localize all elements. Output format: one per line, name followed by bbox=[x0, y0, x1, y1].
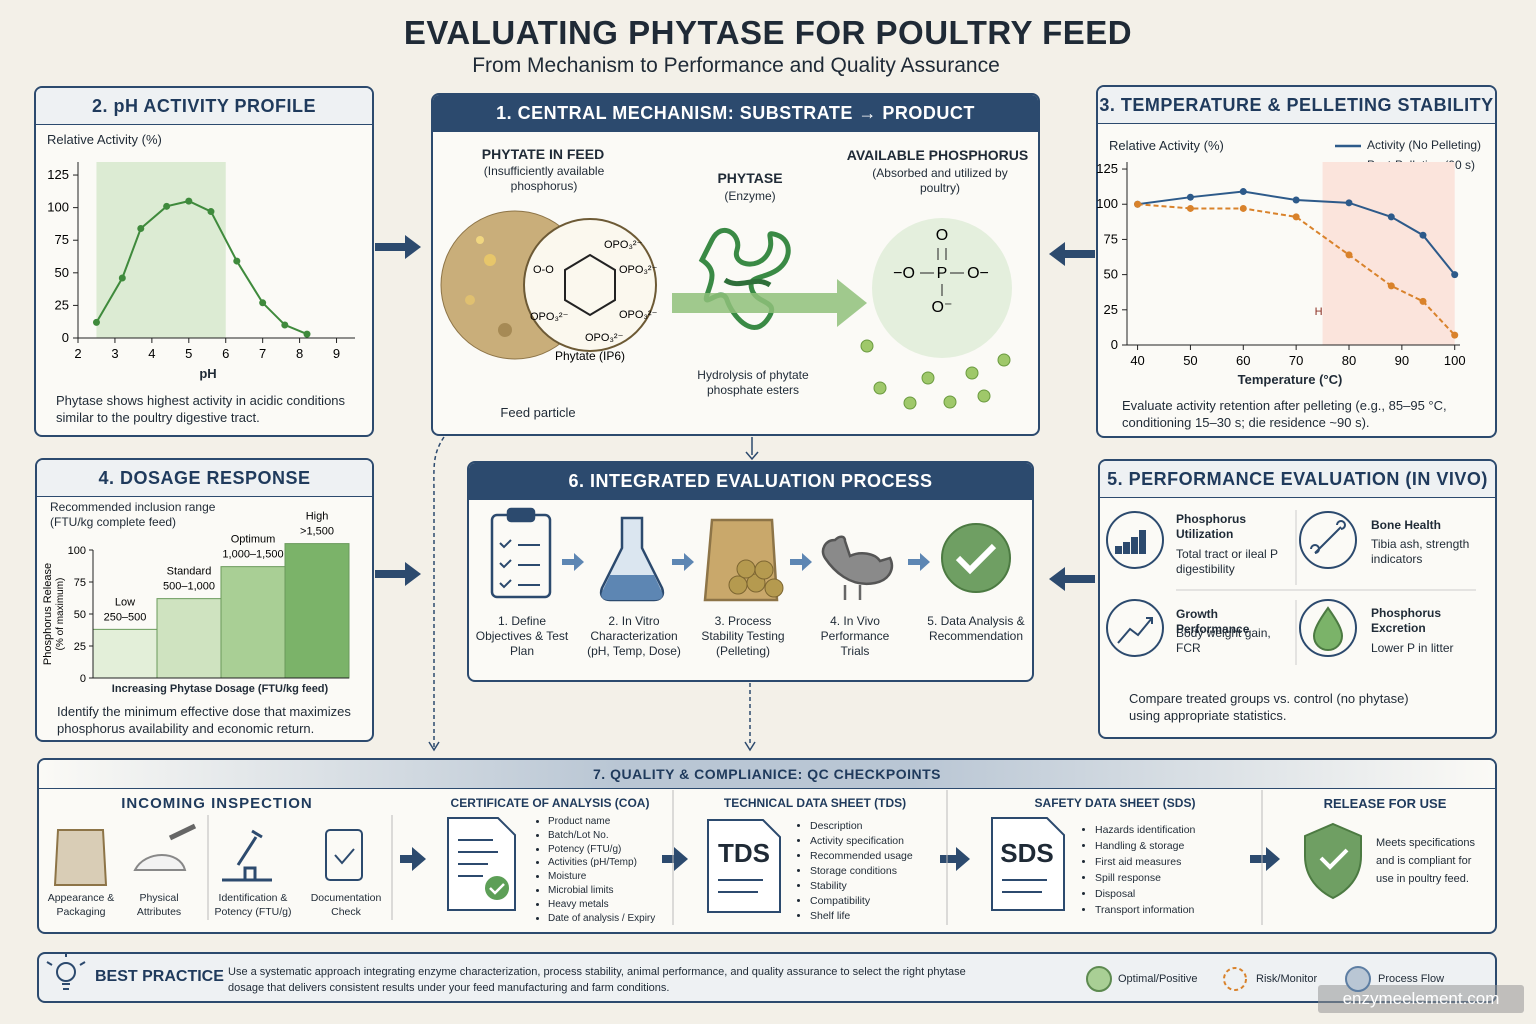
note: Recommended inclusion range (FTU/kg comp… bbox=[50, 500, 216, 529]
step-label: 4. In Vivo Performance Trials bbox=[820, 614, 890, 658]
footer bbox=[37, 952, 1497, 1003]
list-item: Date of analysis / Expiry bbox=[548, 912, 655, 926]
step-label: 3. Process Stability Testing (Pelleting) bbox=[701, 614, 785, 658]
list-item: Shelf life bbox=[810, 909, 913, 924]
heading: 6. INTEGRATED EVALUATION PROCESS bbox=[469, 463, 1032, 500]
x-axis-label: pH bbox=[199, 366, 217, 381]
phytate-note: (Insufficiently available phosphorus) bbox=[483, 164, 605, 193]
section-title: SAFETY DATA SHEET (SDS) bbox=[1034, 796, 1196, 810]
ortho-label: Orthophosphate bbox=[899, 323, 987, 337]
legend-entry: Optimal/Positive bbox=[1118, 973, 1198, 985]
subtitle: From Mechanism to Performance and Qualit… bbox=[472, 54, 1000, 77]
section-title: TECHNICAL DATA SHEET (TDS) bbox=[723, 796, 907, 810]
x-axis-label: Temperature (°C) bbox=[1237, 372, 1343, 387]
legend-entry: Process Flow bbox=[1378, 973, 1445, 985]
title: EVALUATING PHYTASE FOR POULTRY FEED bbox=[403, 14, 1133, 51]
list-item: Moisture bbox=[548, 870, 655, 884]
hydrolysis: Hydrolysis of phytate phosphate esters bbox=[697, 368, 809, 397]
product-note: (Absorbed and utilized by poultry) bbox=[872, 166, 1008, 195]
list-item: Activities (pH/Temp) bbox=[548, 856, 655, 870]
list-item: Activity specification bbox=[810, 834, 913, 849]
caption: Phytase shows highest activity in acidic… bbox=[56, 393, 346, 425]
footer-label: BEST PRACTICE bbox=[95, 968, 224, 985]
item-label: Documentation Check bbox=[310, 892, 382, 918]
band-note: (≥ 75 °C) bbox=[1335, 321, 1385, 335]
item-text: Tibia ash, strength indicators bbox=[1371, 537, 1470, 566]
band-label: OPTIMAL RANGE bbox=[118, 162, 210, 174]
list-item: Hazards identification bbox=[1095, 822, 1195, 838]
phytate-title: PHYTATE IN FEED bbox=[481, 146, 605, 162]
item-title: Bone Health bbox=[1371, 518, 1442, 532]
item-label: Physical Attributes bbox=[136, 892, 182, 918]
heading: 3. TEMPERATURE & PELLETING STABILITY bbox=[1098, 87, 1495, 124]
list-item: Recommended usage bbox=[810, 849, 913, 864]
list: DescriptionActivity specificationRecomme… bbox=[798, 819, 913, 924]
item-title: Phosphorus Utilization bbox=[1176, 512, 1247, 541]
heading: 4. DOSAGE RESPONSE bbox=[37, 460, 372, 497]
list-item: Handling & storage bbox=[1095, 838, 1195, 854]
list-item: Transport information bbox=[1095, 902, 1195, 918]
heading: 7. QUALITY & COMPLIANICE: QC CHECKPOINTS bbox=[39, 760, 1495, 789]
section-title: CERTIFICATE OF ANALYSIS (COA) bbox=[450, 796, 650, 810]
list: Hazards identificationHandling & storage… bbox=[1083, 822, 1195, 918]
legend-entry: Risk/Monitor bbox=[1256, 973, 1318, 985]
heading: 1. CENTRAL MECHANISM: SUBSTRATE → PRODUC… bbox=[433, 95, 1038, 132]
list-item: Heavy metals bbox=[548, 898, 655, 912]
x-axis-label: Increasing Phytase Dosage (FTU/kg feed) bbox=[111, 683, 329, 695]
list-item: Compatibility bbox=[810, 894, 913, 909]
list-item: Description bbox=[810, 819, 913, 834]
ph-panel: 2. pH ACTIVITY PROFILE bbox=[34, 86, 374, 437]
band-note: (pH 2.5 – 5.0) bbox=[127, 177, 201, 191]
legend-entry: Activity (No Pelleting) bbox=[1367, 138, 1482, 152]
legend-entry: Post-Pelleting (90 s) bbox=[1367, 158, 1476, 172]
y-axis-label: Relative Activity (%) bbox=[1109, 138, 1224, 153]
item-label: Appearance & Packaging bbox=[47, 892, 115, 918]
list-item: Disposal bbox=[1095, 886, 1195, 902]
phytase-title: PHYTASE bbox=[717, 170, 783, 186]
item-text: Body weight gain, FCR bbox=[1176, 626, 1271, 655]
product-title: AVAILABLE PHOSPHORUS bbox=[846, 147, 1029, 163]
watermark: enzymeelement.com bbox=[1318, 985, 1524, 1013]
step-label: 2. In Vitro Characterization (pH, Temp, … bbox=[587, 614, 681, 658]
item-label: Identification & Potency (FTU/g) bbox=[214, 892, 292, 918]
caption: Identify the minimum effective dose that… bbox=[57, 704, 351, 736]
list-item: Product name bbox=[548, 815, 655, 829]
list-item: Batch/Lot No. bbox=[548, 829, 655, 843]
list-item: Stability bbox=[810, 879, 913, 894]
band-label: HEAT RISK ZONE bbox=[1314, 306, 1406, 318]
feed-label: Feed particle bbox=[500, 405, 576, 420]
list-item: Potency (FTU/g) bbox=[548, 843, 655, 857]
heading: 2. pH ACTIVITY PROFILE bbox=[36, 88, 372, 125]
list-item: Microbial limits bbox=[548, 884, 655, 898]
item-title: Phosphorus Excretion bbox=[1371, 606, 1442, 635]
release-text: Meets specifications and is compliant fo… bbox=[1376, 837, 1476, 885]
footer-text: Use a systematic approach integrating en… bbox=[228, 966, 966, 994]
step-label: 5. Data Analysis & Recommendation bbox=[927, 614, 1025, 643]
step-label: 1. Define Objectives & Test Plan bbox=[475, 614, 569, 658]
section-title: RELEASE FOR USE bbox=[1323, 796, 1447, 811]
item-text: Lower P in litter bbox=[1371, 641, 1454, 655]
caption: Evaluate activity retention after pellet… bbox=[1122, 398, 1447, 430]
item-text: Total tract or ileal P digestibility bbox=[1176, 547, 1278, 576]
section-title: INCOMING INSPECTION bbox=[121, 795, 313, 812]
ortho-formula: (PO₄³⁻) bbox=[922, 340, 964, 354]
y-axis-label: Relative Activity (%) bbox=[47, 132, 162, 147]
list-item: First aid measures bbox=[1095, 854, 1195, 870]
list-item: Spill response bbox=[1095, 870, 1195, 886]
heading: 5. PERFORMANCE EVALUATION (IN VIVO) bbox=[1100, 461, 1495, 498]
list: Product nameBatch/Lot No.Potency (FTU/g)… bbox=[536, 815, 655, 925]
phytase-note: (Enzyme) bbox=[724, 189, 776, 203]
list-item: Storage conditions bbox=[810, 864, 913, 879]
caption: Compare treated groups vs. control (no p… bbox=[1129, 691, 1409, 723]
